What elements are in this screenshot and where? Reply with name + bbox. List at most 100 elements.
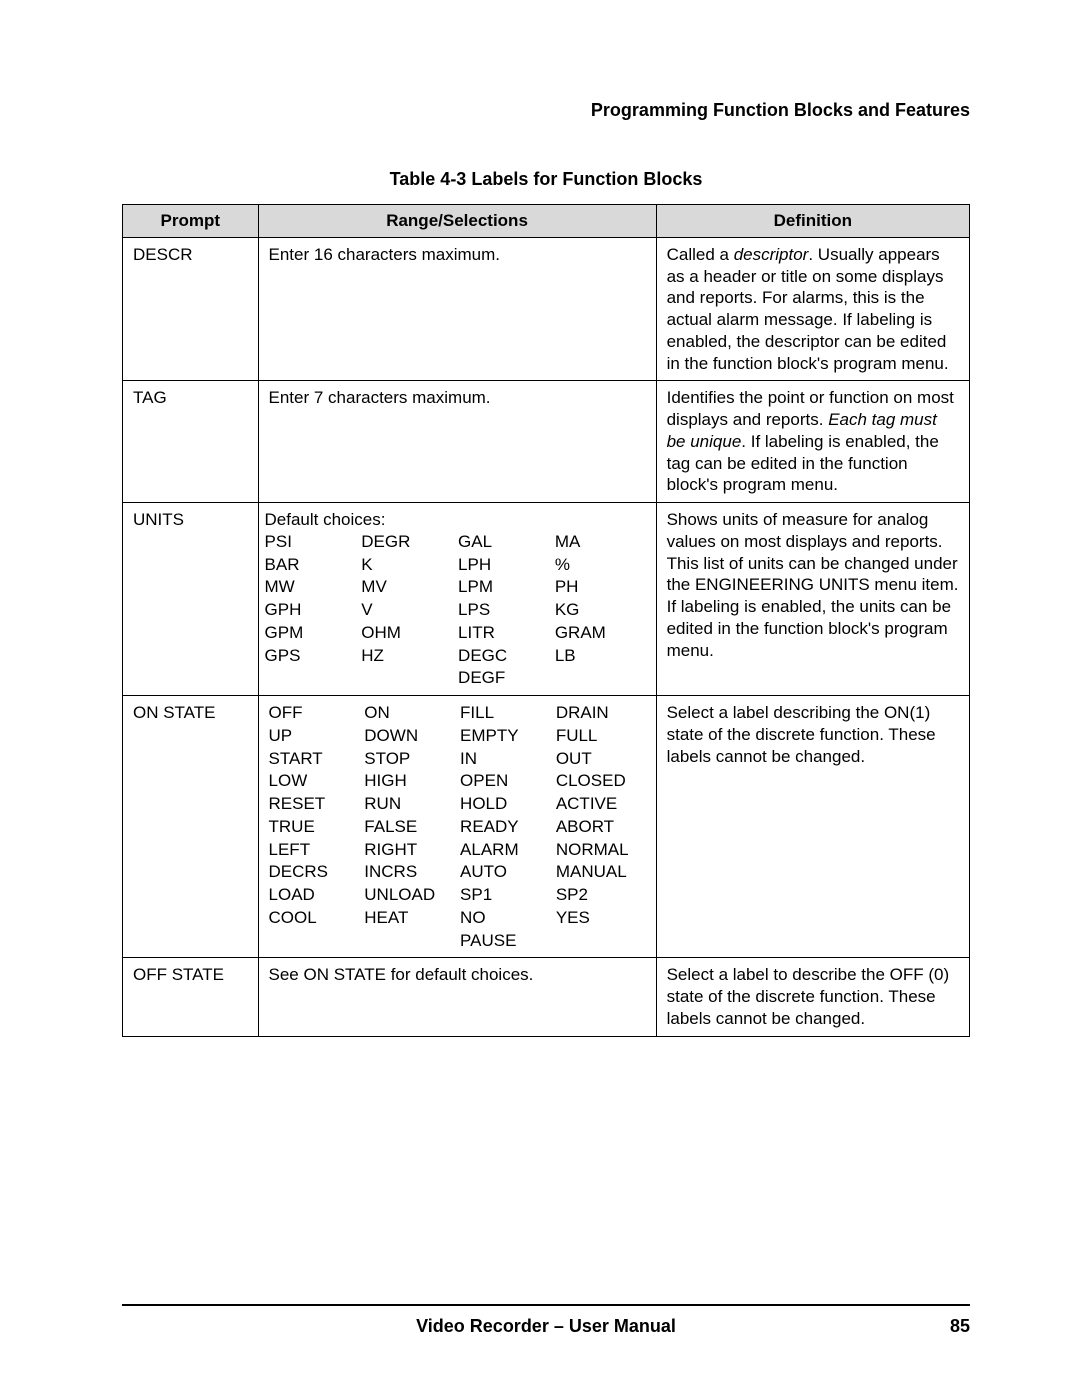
page-number: 85: [910, 1316, 970, 1337]
table-row: TAG Enter 7 characters maximum. Identifi…: [123, 381, 970, 503]
labels-table: Prompt Range/Selections Definition DESCR…: [122, 204, 970, 1037]
option-item: DEGC: [458, 645, 549, 667]
option-item: KG: [555, 599, 646, 621]
option-item: LPS: [458, 599, 549, 621]
cell-definition: Select a label describing the ON(1) stat…: [656, 696, 969, 958]
footer-title: Video Recorder – User Manual: [182, 1316, 910, 1337]
option-item: HEAT: [364, 907, 454, 929]
table-caption: Table 4-3 Labels for Function Blocks: [122, 169, 970, 190]
option-item: HIGH: [364, 770, 454, 792]
option-item: SP1: [460, 884, 550, 906]
option-item: PH: [555, 576, 646, 598]
option-item: DOWN: [364, 725, 454, 747]
option-item: IN: [460, 748, 550, 770]
option-item: ACTIVE: [556, 793, 646, 815]
option-item: OUT: [556, 748, 646, 770]
option-item: GRAM: [555, 622, 646, 644]
option-item: ABORT: [556, 816, 646, 838]
option-item: MV: [361, 576, 452, 598]
def-em: descriptor: [734, 245, 809, 264]
option-item: YES: [556, 907, 646, 929]
option-item: LEFT: [269, 839, 359, 861]
option-item: INCRS: [364, 861, 454, 883]
option-item: FALSE: [364, 816, 454, 838]
option-item: LOAD: [269, 884, 359, 906]
option-item: GPS: [265, 645, 356, 667]
option-item: FILL: [460, 702, 550, 724]
option-item: LPH: [458, 554, 549, 576]
range-label: Default choices:: [265, 509, 646, 531]
col-range: Range/Selections: [258, 205, 656, 238]
option-item: [555, 667, 646, 689]
option-item: PAUSE: [460, 930, 550, 952]
table-header-row: Prompt Range/Selections Definition: [123, 205, 970, 238]
table-row: ON STATE OFFON FILL DRAIN UPDOWN EMPTY FULL ST…: [123, 696, 970, 958]
option-item: [556, 930, 646, 952]
option-item: LB: [555, 645, 646, 667]
table-row: UNITS Default choices: PSIDEGRGALMABARKL…: [123, 503, 970, 696]
cell-definition: Shows units of measure for analog values…: [656, 503, 969, 696]
cell-definition: Identifies the point or function on most…: [656, 381, 969, 503]
option-item: STOP: [364, 748, 454, 770]
option-item: K: [361, 554, 452, 576]
option-item: GAL: [458, 531, 549, 553]
option-item: DEGR: [361, 531, 452, 553]
option-item: RESET: [269, 793, 359, 815]
page-footer: Video Recorder – User Manual 85: [122, 1304, 970, 1337]
cell-prompt: DESCR: [123, 237, 259, 381]
section-header: Programming Function Blocks and Features: [122, 100, 970, 121]
option-item: DECRS: [269, 861, 359, 883]
option-item: AUTO: [460, 861, 550, 883]
option-item: TRUE: [269, 816, 359, 838]
option-item: BAR: [265, 554, 356, 576]
option-item: EMPTY: [460, 725, 550, 747]
option-item: GPH: [265, 599, 356, 621]
option-item: OFF: [269, 702, 359, 724]
cell-prompt: OFF STATE: [123, 958, 259, 1036]
cell-prompt: TAG: [123, 381, 259, 503]
option-item: LOW: [269, 770, 359, 792]
option-item: FULL: [556, 725, 646, 747]
option-item: OHM: [361, 622, 452, 644]
option-item: START: [269, 748, 359, 770]
cell-range: Default choices: PSIDEGRGALMABARKLPH%MWM…: [258, 503, 656, 696]
option-item: HOLD: [460, 793, 550, 815]
table-row: OFF STATE See ON STATE for default choic…: [123, 958, 970, 1036]
option-item: LITR: [458, 622, 549, 644]
option-item: PSI: [265, 531, 356, 553]
option-item: V: [361, 599, 452, 621]
option-item: [364, 930, 454, 952]
cell-range: See ON STATE for default choices.: [258, 958, 656, 1036]
option-item: NORMAL: [556, 839, 646, 861]
option-item: HZ: [361, 645, 452, 667]
col-def: Definition: [656, 205, 969, 238]
cell-prompt: ON STATE: [123, 696, 259, 958]
onstate-option-grid: OFFON FILL DRAIN UPDOWN EMPTY FULL STARTSTOP IN…: [269, 702, 646, 951]
option-item: DRAIN: [556, 702, 646, 724]
cell-definition: Called a descriptor. Usually appears as …: [656, 237, 969, 381]
cell-definition: Select a label to describe the OFF (0) s…: [656, 958, 969, 1036]
option-item: RUN: [364, 793, 454, 815]
option-item: RIGHT: [364, 839, 454, 861]
col-prompt: Prompt: [123, 205, 259, 238]
units-option-grid: PSIDEGRGALMABARKLPH%MWMVLPMPHGPHVLPSKGGP…: [265, 531, 646, 689]
option-item: NO: [460, 907, 550, 929]
option-item: [361, 667, 452, 689]
option-item: MW: [265, 576, 356, 598]
option-item: ALARM: [460, 839, 550, 861]
option-item: %: [555, 554, 646, 576]
option-item: READY: [460, 816, 550, 838]
table-row: DESCR Enter 16 characters maximum. Calle…: [123, 237, 970, 381]
option-item: UP: [269, 725, 359, 747]
option-item: [265, 667, 356, 689]
option-item: UNLOAD: [364, 884, 454, 906]
option-item: COOL: [269, 907, 359, 929]
page: Programming Function Blocks and Features…: [0, 0, 1080, 1397]
option-item: CLOSED: [556, 770, 646, 792]
cell-range: Enter 7 characters maximum.: [258, 381, 656, 503]
option-item: [269, 930, 359, 952]
option-item: DEGF: [458, 667, 549, 689]
option-item: LPM: [458, 576, 549, 598]
cell-prompt: UNITS: [123, 503, 259, 696]
option-item: ON: [364, 702, 454, 724]
